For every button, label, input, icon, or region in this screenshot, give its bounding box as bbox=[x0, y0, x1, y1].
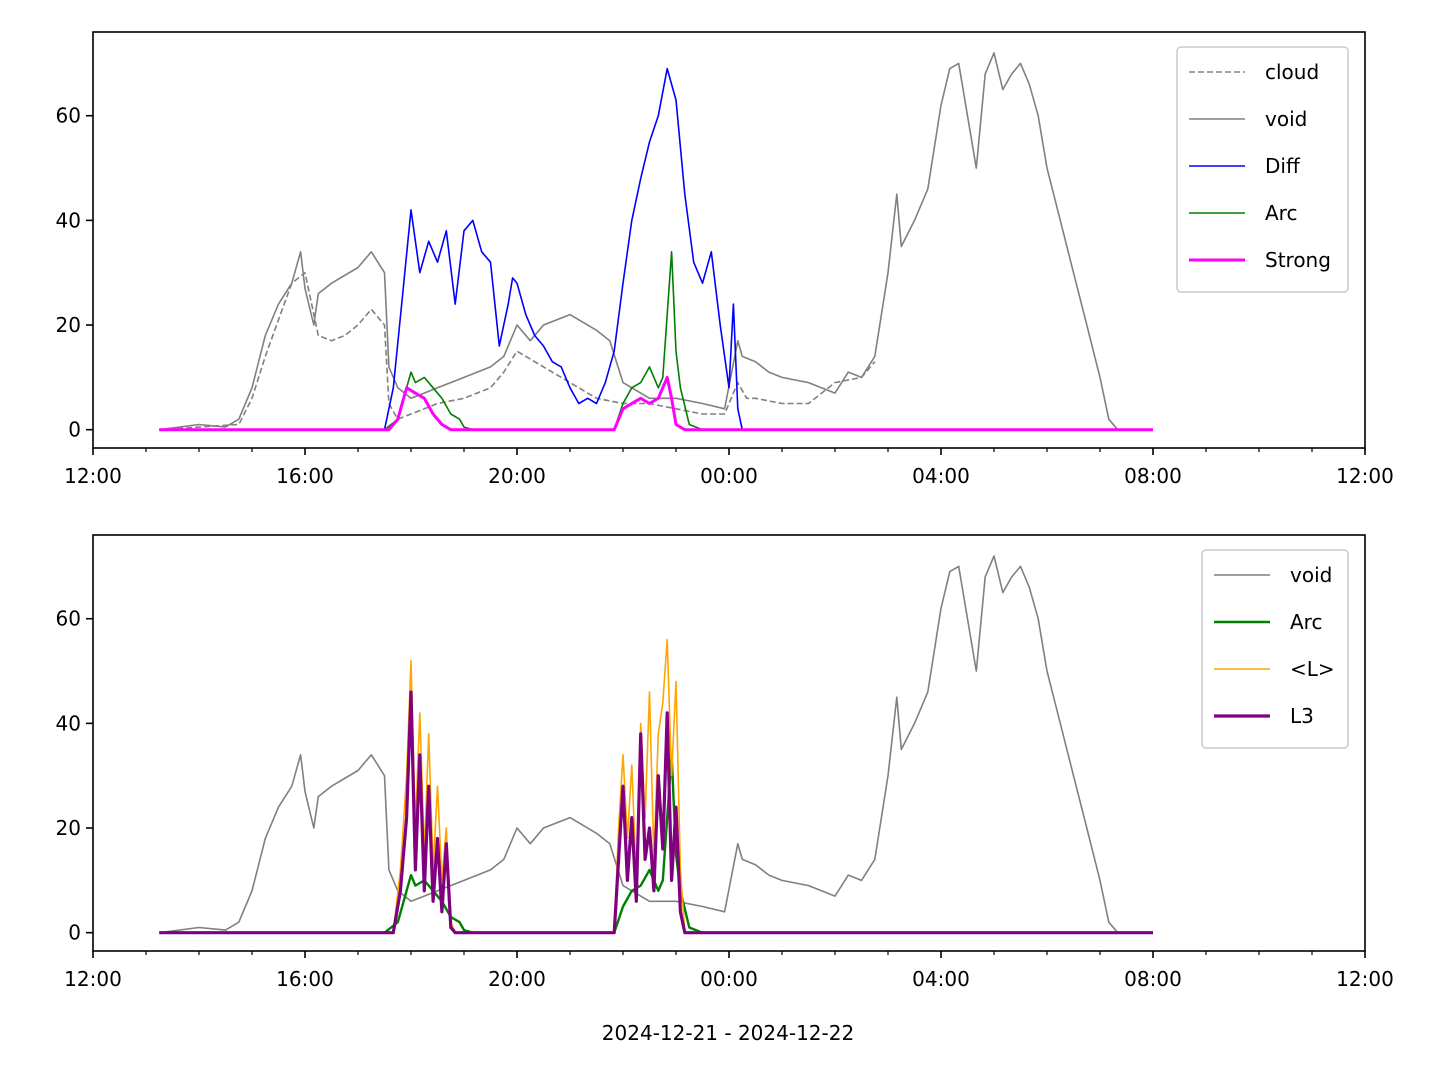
x-tick-label: 12:00 bbox=[1336, 464, 1394, 488]
x-tick-label: 12:00 bbox=[64, 464, 122, 488]
y-tick-label: 20 bbox=[56, 313, 81, 337]
series-line-diff bbox=[159, 67, 1153, 431]
series-line-void bbox=[159, 555, 1153, 934]
legend-label: void bbox=[1265, 107, 1307, 131]
legend-label: Strong bbox=[1265, 248, 1331, 272]
series-line-l3 bbox=[159, 690, 1153, 935]
x-tick-label: 08:00 bbox=[1124, 464, 1182, 488]
y-tick-label: 0 bbox=[68, 921, 81, 945]
x-tick-label: 12:00 bbox=[1336, 967, 1394, 991]
series-line-l bbox=[159, 638, 1153, 934]
series-line-cloud bbox=[159, 271, 876, 431]
series-line-void bbox=[159, 52, 1153, 431]
legend: cloud void Diff Arc Strong bbox=[1176, 46, 1349, 293]
legend: void Arc <L> L3 bbox=[1201, 549, 1349, 749]
series-group bbox=[159, 555, 1153, 935]
x-tick-label: 20:00 bbox=[488, 464, 546, 488]
bottom-chart-panel: 0 20 40 60 12:00 16:00 20:00 00:00 04:00 08:00 12:… bbox=[56, 534, 1394, 991]
legend-label: <L> bbox=[1290, 657, 1335, 681]
series-line-strong bbox=[159, 375, 1153, 432]
y-tick-label: 40 bbox=[56, 208, 81, 232]
x-tick-label: 04:00 bbox=[912, 464, 970, 488]
legend-label: Diff bbox=[1265, 154, 1301, 178]
legend-label: Arc bbox=[1265, 201, 1297, 225]
legend-box bbox=[1176, 46, 1349, 293]
bottom-x-axis-label: 2024-12-21 - 2024-12-22 bbox=[602, 1021, 854, 1045]
y-tick-label: 40 bbox=[56, 711, 81, 735]
x-tick-label: 04:00 bbox=[912, 967, 970, 991]
legend-label: L3 bbox=[1290, 704, 1314, 728]
x-tick-label: 16:00 bbox=[276, 967, 334, 991]
x-tick-label: 08:00 bbox=[1124, 967, 1182, 991]
x-tick-label: 16:00 bbox=[276, 464, 334, 488]
x-tick-label: 12:00 bbox=[64, 967, 122, 991]
series-group bbox=[159, 52, 1153, 432]
y-tick-label: 0 bbox=[68, 418, 81, 442]
legend-label: void bbox=[1290, 563, 1332, 587]
y-tick-label: 60 bbox=[56, 607, 81, 631]
x-tick-label: 00:00 bbox=[700, 464, 758, 488]
x-tick-label: 20:00 bbox=[488, 967, 546, 991]
y-tick-label: 20 bbox=[56, 816, 81, 840]
legend-label: Arc bbox=[1290, 610, 1322, 634]
x-tick-label: 00:00 bbox=[700, 967, 758, 991]
y-tick-label: 60 bbox=[56, 104, 81, 128]
legend-box bbox=[1201, 549, 1349, 749]
top-chart-panel: 0 20 40 60 12:00 16:00 20:00 00:00 04:00 08:00 12:… bbox=[56, 31, 1394, 488]
legend-label: cloud bbox=[1265, 60, 1319, 84]
